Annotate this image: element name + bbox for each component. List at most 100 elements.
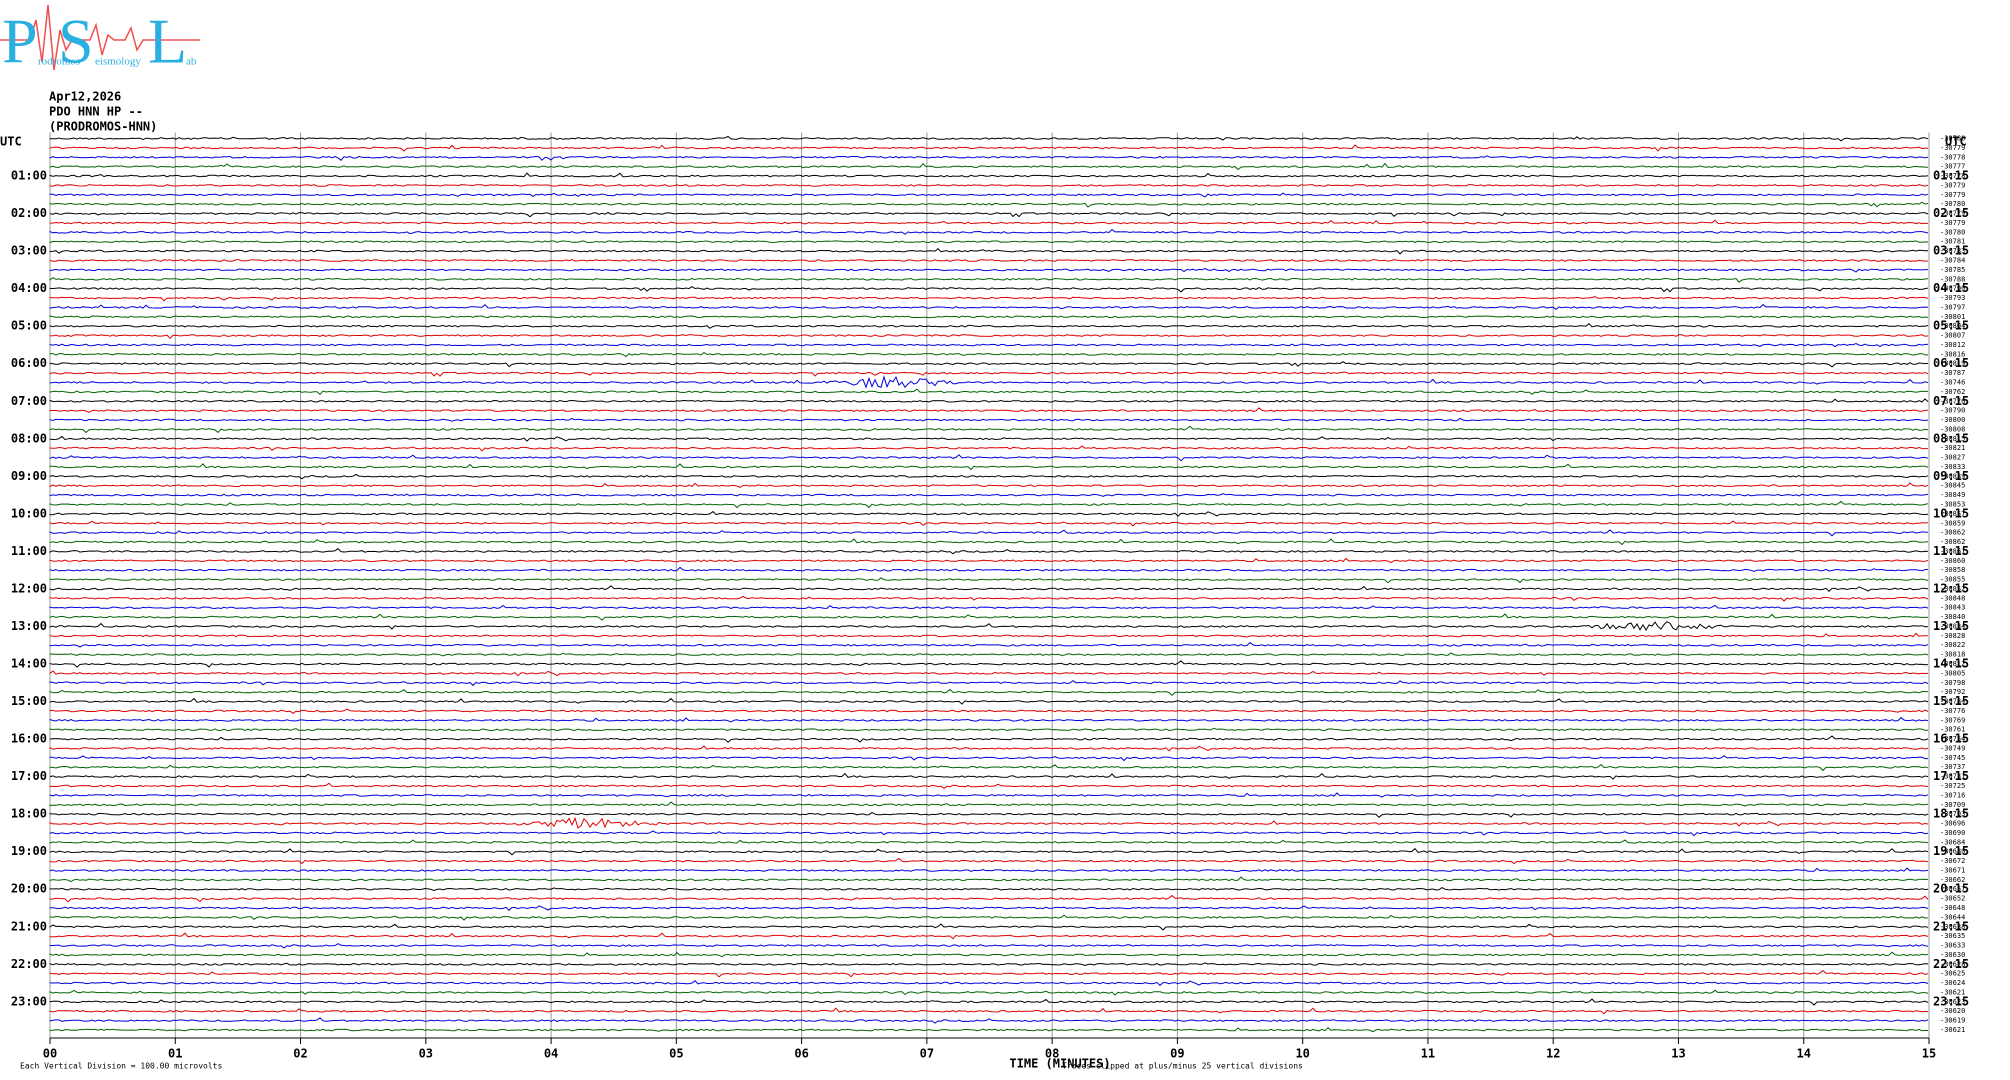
logo-wave [0,4,200,71]
trace [49,670,1929,677]
trace-offset: -30628 [1940,960,1965,968]
hour-label: 04:00 [11,281,47,295]
trace-offset: -30778 [1940,153,1965,161]
trace [49,361,1929,368]
hour-label: 12:00 [11,581,47,595]
trace [49,613,1928,621]
trace [49,445,1928,452]
trace [49,473,1929,480]
trace [49,259,1929,262]
trace-offset: -30843 [1940,604,1965,612]
trace-offset: -30805 [1940,669,1965,677]
hour-label-right: 03:15 [1933,244,1969,258]
trace [49,566,1929,572]
trace-offset: -30780 [1940,200,1965,208]
trace [49,510,1929,517]
trace-offset: -30779 [1940,181,1965,189]
trace [49,211,1929,218]
trace [49,905,1929,911]
site: (PRODROMOS-HNN) [49,120,157,134]
hour-label-right: 11:15 [1933,544,1969,558]
trace-offset: -30662 [1940,876,1965,884]
trace-offset: -30652 [1940,895,1965,903]
trace-offset: -30840 [1940,613,1965,621]
trace-offset: -30852 [1940,585,1965,593]
trace-offset: -30792 [1940,688,1965,696]
trace-offset: -30833 [1940,463,1965,471]
trace [49,144,1929,152]
trace [49,830,1929,837]
x-tick-label: 02 [293,1047,307,1061]
trace-offset: -30746 [1940,378,1965,386]
trace [49,577,1929,584]
hour-label: 05:00 [11,319,47,333]
trace-offset: -30778 [1940,172,1965,180]
x-tick-label: 06 [794,1047,808,1061]
logo-word: rodromos [38,56,80,68]
trace [49,407,1929,413]
x-tick-label: 04 [544,1047,558,1061]
trace-offset: -30779 [1940,191,1965,199]
trace [49,351,1928,358]
hour-label-right: 14:15 [1933,657,1969,671]
trace-offset: -30812 [1940,341,1965,349]
trace [49,463,1929,471]
hour-label-right: 07:15 [1933,394,1969,408]
trace-offset: -30633 [1940,942,1965,950]
trace [49,716,1929,723]
trace-offset: -30784 [1940,698,1965,706]
trace-offset: -30754 [1940,735,1965,743]
hour-label: 19:00 [11,844,47,858]
trace [49,660,1929,668]
x-tick-label: 13 [1671,1047,1685,1061]
trace [49,1017,1929,1024]
trace-offset: -30790 [1940,285,1965,293]
trace [49,792,1929,798]
date: Apr12,2026 [49,90,121,104]
hour-label-right: 15:15 [1933,694,1969,708]
trace [49,867,1929,873]
trace [49,417,1929,422]
trace-offset: -30834 [1940,622,1965,630]
trace-offset: -30849 [1940,491,1965,499]
hour-label: 08:00 [11,431,47,445]
trace-offset: -30621 [1940,1026,1965,1034]
hour-label-right: 17:15 [1933,769,1969,783]
trace-offset: -30804 [1940,322,1965,330]
trace-offset: -30815 [1940,435,1965,443]
hour-label-right: 22:15 [1933,957,1969,971]
x-tick-label: 05 [669,1047,683,1061]
trace [49,315,1929,319]
trace [49,538,1929,546]
trace [49,876,1929,883]
hour-label: 22:00 [11,957,47,971]
trace-offset: -30696 [1940,820,1965,828]
trace-offset: -30644 [1940,913,1965,921]
trace [49,735,1929,743]
trace [49,201,1929,208]
trace [49,155,1929,161]
trace [49,520,1929,527]
trace [49,745,1929,752]
trace [49,688,1929,696]
trace [49,371,1929,377]
trace [49,932,1929,940]
trace-offset: -30822 [1940,641,1965,649]
trace [49,632,1928,638]
logo-letter: S [58,6,94,77]
trace [49,228,1929,235]
clip-note: Traces clipped at plus/minus 25 vertical… [1062,1062,1303,1071]
trace [49,482,1929,488]
trace [49,375,1929,389]
trace-offset: -30812 [1940,660,1965,668]
trace [49,248,1928,255]
trace [49,989,1929,996]
trace [49,998,1929,1006]
trace-offset: -30781 [1940,238,1965,246]
hour-label: 11:00 [11,544,47,558]
scale-note: Each Vertical Division = 100.00 microvol… [20,1062,222,1071]
hour-label-right: 04:15 [1933,281,1969,295]
trace [49,184,1929,187]
hour-label-right: 12:15 [1933,581,1969,595]
trace [49,857,1929,865]
